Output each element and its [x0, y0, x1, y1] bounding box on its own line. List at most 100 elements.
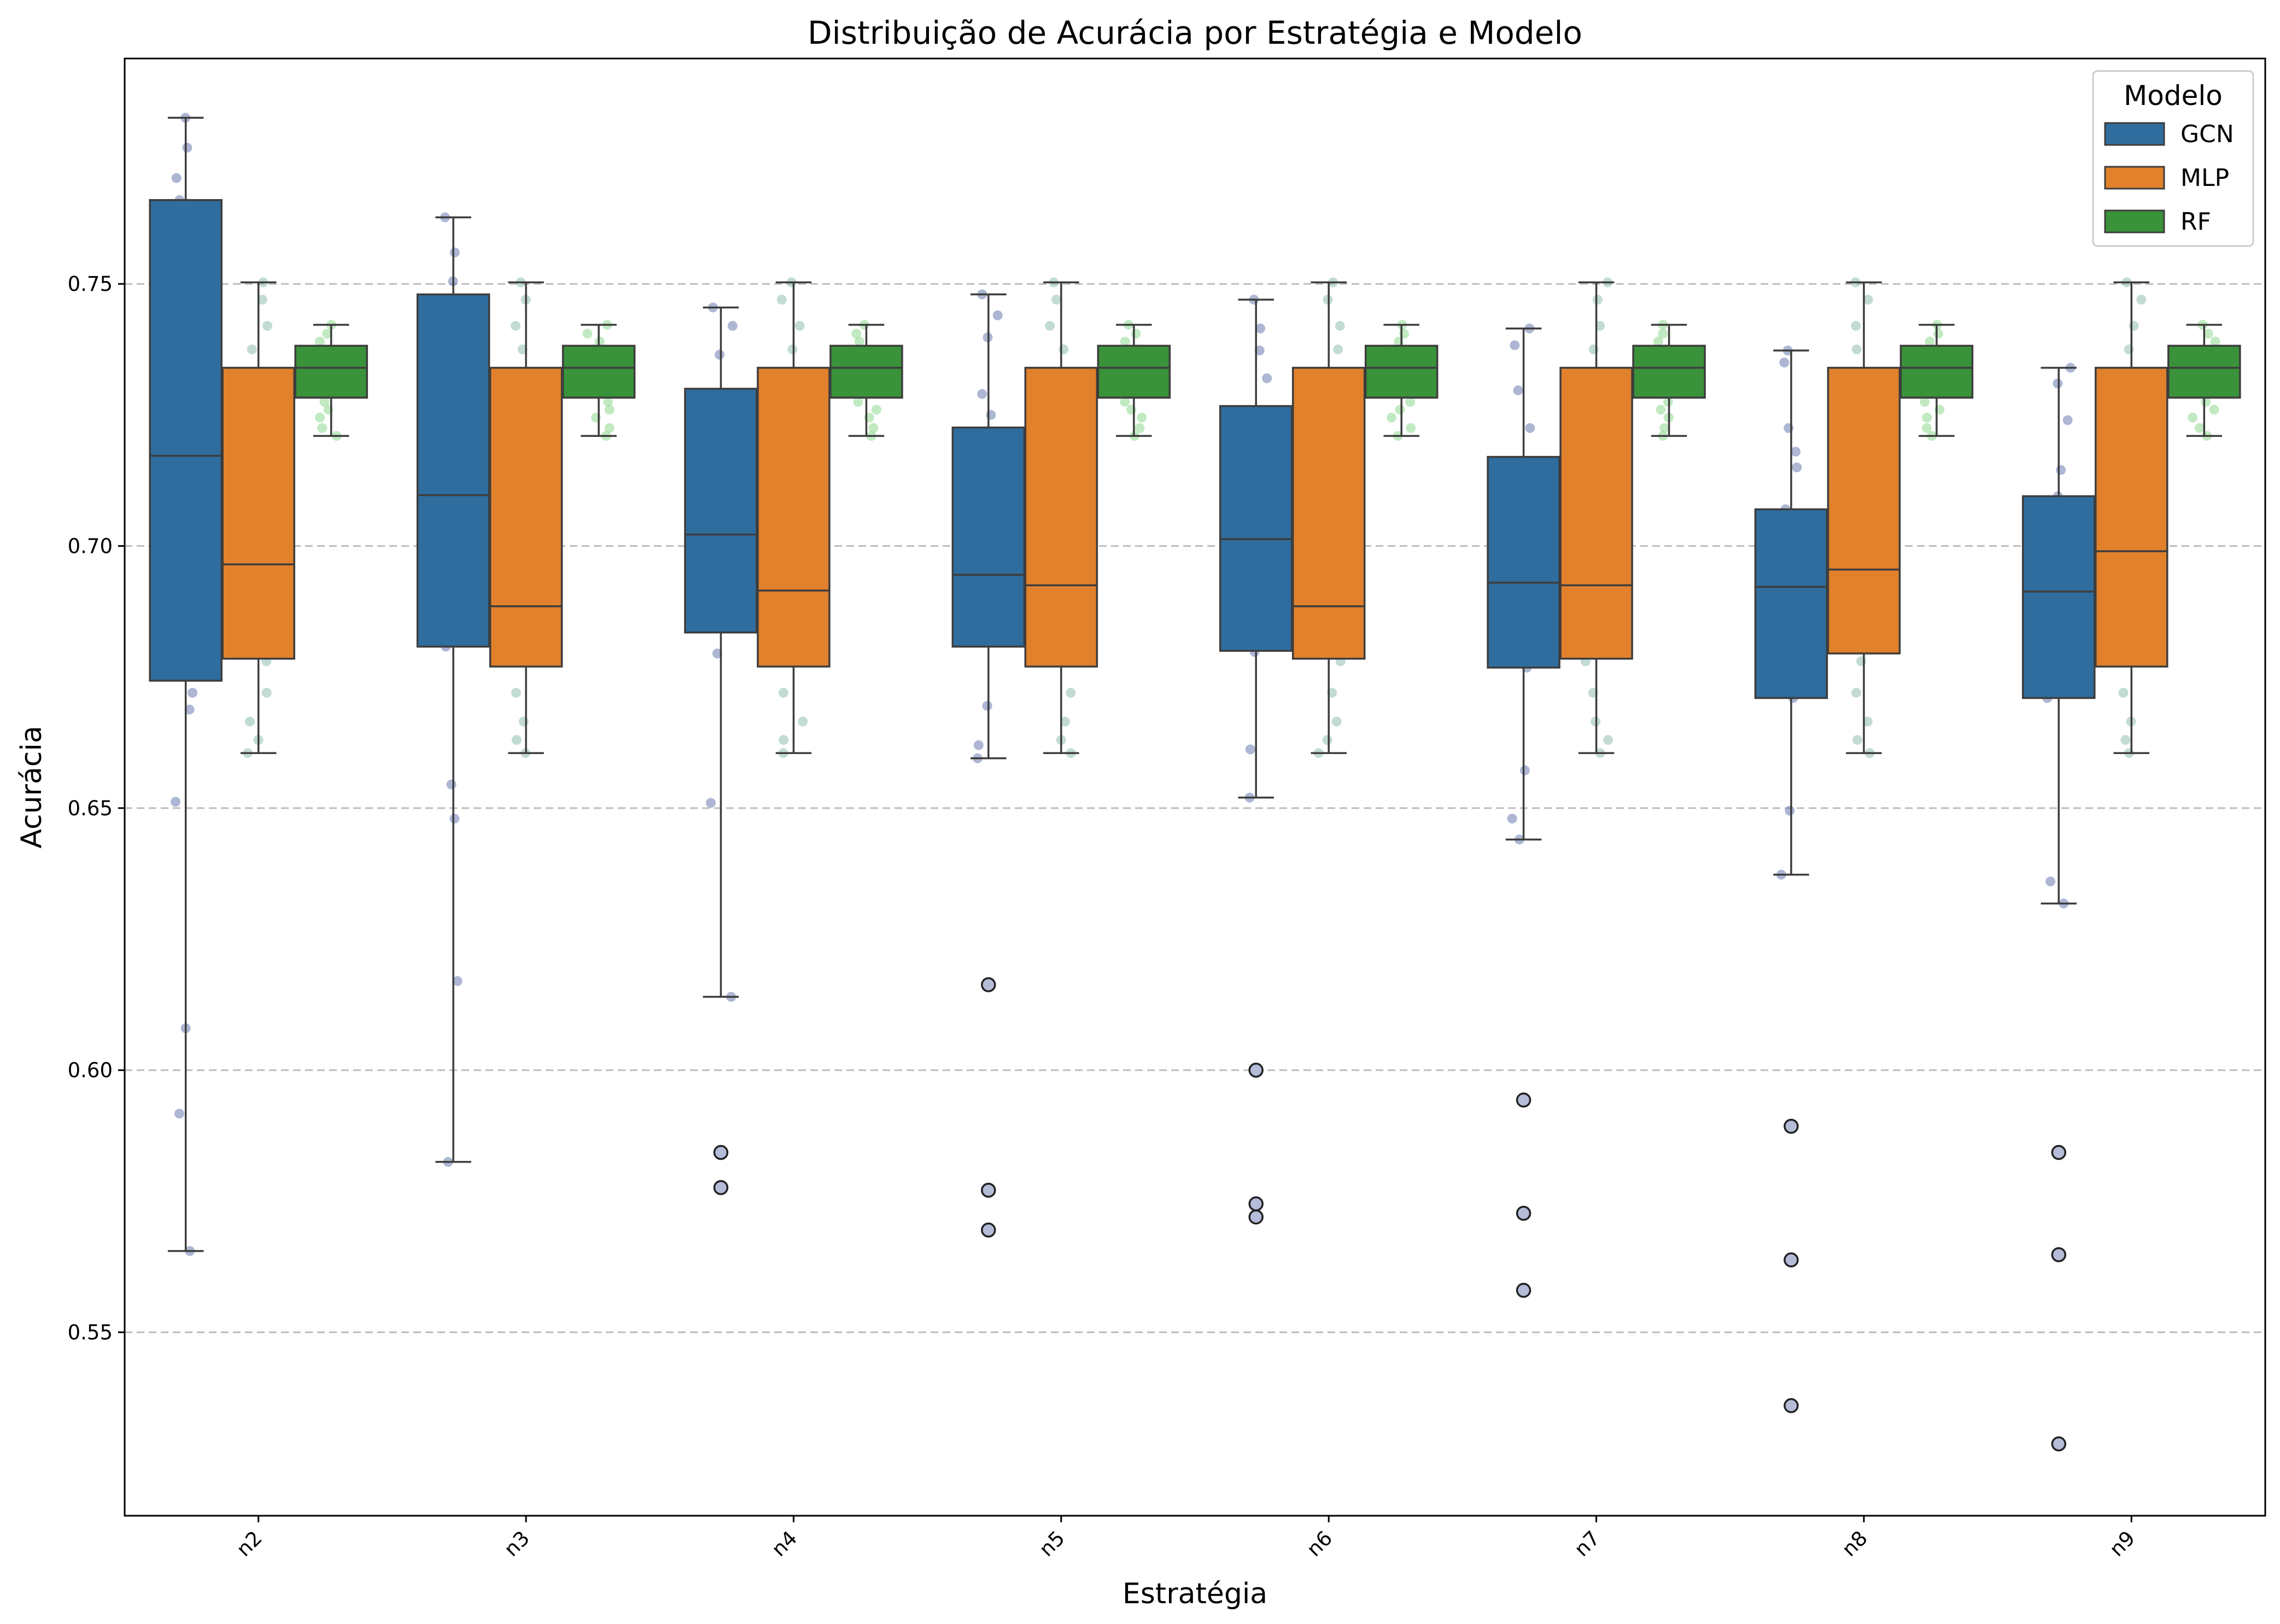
outlier-point [1516, 1283, 1531, 1298]
box-gcn [149, 199, 223, 682]
data-point [604, 423, 615, 433]
data-point [1331, 716, 1342, 727]
outlier-point [713, 1180, 729, 1195]
outlier-point [2051, 1436, 2067, 1452]
data-point [2210, 336, 2220, 347]
data-point [1131, 329, 1141, 339]
data-point [317, 423, 328, 433]
outlier-point [2051, 1144, 2067, 1160]
outlier-markers [713, 977, 2067, 1452]
data-point [188, 687, 198, 698]
outlier-point [1784, 1398, 1799, 1413]
outlier-point [1248, 1062, 1264, 1078]
legend-title: Modelo [2124, 80, 2223, 112]
data-point [982, 700, 992, 711]
data-point [322, 329, 332, 339]
data-point [986, 410, 996, 420]
box-mlp [757, 366, 831, 668]
data-point [851, 329, 862, 339]
data-point [171, 797, 181, 807]
data-point [778, 687, 788, 698]
outlier-point [1248, 1196, 1264, 1212]
data-point [2056, 465, 2066, 475]
data-point [1120, 336, 1130, 347]
data-point [705, 798, 716, 808]
data-point [727, 320, 738, 331]
data-point [1921, 423, 1932, 433]
data-point [1785, 805, 1795, 816]
outlier-point [981, 977, 996, 992]
data-point [262, 320, 272, 331]
data-point [2136, 294, 2147, 305]
data-point [446, 779, 457, 790]
data-point [511, 735, 522, 745]
data-point [582, 329, 593, 339]
data-point [779, 735, 789, 745]
data-point [1792, 462, 1802, 472]
y-tick-label: 0.75 [68, 272, 113, 296]
data-point [1603, 735, 1613, 745]
data-point [1386, 412, 1396, 423]
data-point [1066, 687, 1076, 698]
outlier-point [981, 1182, 996, 1198]
outlier-point [1248, 1209, 1264, 1225]
data-point [449, 247, 460, 258]
data-point [1406, 423, 1416, 433]
data-point [319, 396, 330, 407]
box-gcn [1487, 455, 1560, 669]
data-point [1405, 396, 1416, 407]
outlier-point [981, 1222, 996, 1238]
data-point [1659, 423, 1670, 433]
data-point [1254, 345, 1265, 355]
outlier-point [713, 1144, 729, 1160]
data-point [798, 716, 808, 727]
data-point [257, 294, 267, 305]
box-rf [1632, 344, 1706, 399]
data-point [1513, 385, 1523, 395]
legend-swatch-mlp [2104, 166, 2165, 190]
data-point [315, 412, 325, 423]
y-tick-label: 0.55 [68, 1321, 113, 1344]
legend-items: GCN MLP RF [2104, 120, 2234, 236]
data-point [1920, 396, 1930, 407]
box-rf [1364, 344, 1439, 399]
legend-swatch-rf [2104, 209, 2165, 233]
data-point [1862, 716, 1873, 727]
data-point [1791, 446, 1801, 457]
box-gcn [416, 293, 490, 648]
box-mlp [489, 366, 563, 668]
data-point [171, 173, 182, 183]
data-point [1135, 423, 1145, 433]
legend-frame [2092, 70, 2254, 247]
data-point [518, 716, 529, 727]
data-point [1851, 687, 1862, 698]
box-mlp [1024, 366, 1098, 668]
outlier-point [2051, 1247, 2067, 1263]
data-point [1120, 396, 1130, 407]
data-point [1851, 320, 1861, 331]
data-point [1933, 329, 1943, 339]
data-point [452, 976, 463, 986]
y-tick-label: 0.70 [68, 535, 113, 558]
data-point [2203, 329, 2213, 339]
data-point [715, 349, 725, 360]
data-point [314, 336, 325, 347]
data-point [511, 687, 521, 698]
data-point [853, 396, 863, 407]
y-axis-label: Acurácia [15, 726, 48, 848]
data-point [1519, 765, 1530, 775]
data-point [1592, 294, 1603, 305]
box-mlp [221, 366, 295, 660]
data-point [184, 704, 195, 715]
data-point [2120, 735, 2131, 745]
box-mlp [1827, 366, 1901, 655]
data-point [977, 389, 987, 399]
data-point [247, 344, 257, 355]
data-point [854, 336, 864, 347]
box-rf [1097, 344, 1171, 399]
data-point [992, 310, 1003, 320]
data-point [182, 142, 192, 153]
data-point [1335, 320, 1345, 331]
box-gcn [1219, 405, 1293, 652]
data-point [2118, 687, 2129, 698]
